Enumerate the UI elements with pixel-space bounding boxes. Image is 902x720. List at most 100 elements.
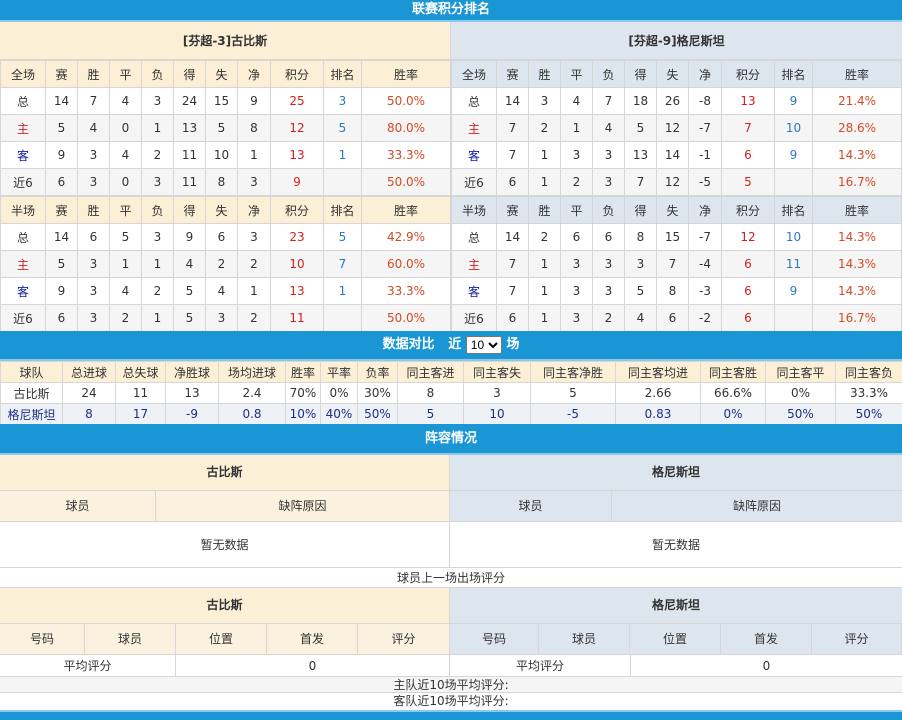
standings-cell: 11 <box>173 141 206 169</box>
standings-cell: -7 <box>688 223 722 251</box>
standings-cell: 1 <box>141 250 174 278</box>
standings-cell: 8 <box>205 168 238 196</box>
standings-cell: 3 <box>560 250 593 278</box>
compare-header-cell: 球队 <box>0 361 63 383</box>
standings-cell: 7 <box>496 141 529 169</box>
compare-cell: 50% <box>835 403 902 425</box>
compare-row: 古比斯 24 11 13 2.4 70% 0% 30% 8 3 5 2.66 66.6% 0% 33.3% <box>0 382 902 404</box>
standings-cell: 12 <box>270 114 324 142</box>
standings-cell: 3 <box>77 141 110 169</box>
standings-cell: 50.0% <box>361 87 451 115</box>
compare-header-cell: 同主客胜 <box>700 361 766 383</box>
column-header: 得 <box>173 60 206 88</box>
compare-cell: 70% <box>285 382 321 404</box>
column-header: 积分 <box>270 60 324 88</box>
standings-cell <box>323 304 362 332</box>
compare-header-cell: 同主客净胜 <box>530 361 616 383</box>
standings-row: 客 9 3 4 2 11 10 1 13 1 33.3% <box>0 141 451 169</box>
standings-cell: 1 <box>528 168 561 196</box>
standings-cell: 3 <box>141 87 174 115</box>
standings-cell: 13 <box>721 87 775 115</box>
standings-cell <box>774 304 813 332</box>
away-rating-col-header: 评分 <box>812 624 902 654</box>
match-count-select[interactable]: 10 <box>465 335 502 354</box>
standings-cell: 6 <box>721 277 775 305</box>
standings-cell: 3 <box>592 277 625 305</box>
column-header: 负 <box>592 196 625 224</box>
compare-cell: 11 <box>115 382 166 404</box>
compare-cell: 2.66 <box>615 382 701 404</box>
standings-cell: 3 <box>237 168 271 196</box>
standings-cell: 3 <box>77 168 110 196</box>
standings-cell: 13 <box>270 277 324 305</box>
away-rating-col-header: 首发 <box>721 624 812 654</box>
compare-header-cell: 场均进球 <box>218 361 286 383</box>
standings-cell: 3 <box>592 168 625 196</box>
standings-cell: 近6 <box>0 304 46 332</box>
column-header: 净 <box>688 196 722 224</box>
compare-cell: 0.83 <box>615 403 701 425</box>
standings-cell: 14.3% <box>812 223 902 251</box>
standings-cell: 80.0% <box>361 114 451 142</box>
standings-cell: 6 <box>205 223 238 251</box>
standings-cell: 6 <box>592 223 625 251</box>
standings-cell: 23 <box>270 223 324 251</box>
home-avg-label: 平均评分 <box>0 655 176 676</box>
lineup-away-empty: 暂无数据 <box>651 538 700 552</box>
standings-row: 总 14 3 4 7 18 26 -8 13 9 21.4% <box>451 87 902 115</box>
column-header: 赛 <box>45 60 78 88</box>
away-avg-value: 0 <box>762 659 771 673</box>
column-header: 得 <box>173 196 206 224</box>
standings-cell: 3 <box>237 223 271 251</box>
standings-cell: 2 <box>141 141 174 169</box>
standings-cell: -1 <box>688 141 722 169</box>
standings-cell: -7 <box>688 114 722 142</box>
standings-cell: 1 <box>323 277 362 305</box>
standings-cell: 28.6% <box>812 114 902 142</box>
standings-cell: 10 <box>774 114 813 142</box>
home-recent-rating: 主队近10场平均评分: <box>0 677 902 693</box>
standings-cell: 14.3% <box>812 250 902 278</box>
standings-cell: 1 <box>528 304 561 332</box>
standings-cell: 6 <box>496 304 529 332</box>
compare-header-cell: 负率 <box>357 361 398 383</box>
standings-cell: 12 <box>721 223 775 251</box>
column-header: 平 <box>109 60 142 88</box>
ratings-away-team: 格尼斯坦 <box>450 588 902 623</box>
compare-header-cell: 净胜球 <box>165 361 219 383</box>
standings-cell: 2 <box>528 114 561 142</box>
standings-cell: 9 <box>237 87 271 115</box>
home-full-table: 全场赛胜平负得失净积分 排名 胜率总 14 7 4 3 24 15 9 25 3 50.0% 主 5 4 0 1 1… <box>0 60 451 196</box>
column-header: 排名 <box>323 196 362 224</box>
standings-cell: 6 <box>721 141 775 169</box>
compare-cell: 3 <box>463 382 531 404</box>
standings-row: 主 7 1 3 3 3 7 -4 6 11 14.3% <box>451 250 902 278</box>
compare-cell: 24 <box>62 382 116 404</box>
standings-cell: 9 <box>45 277 78 305</box>
standings-cell: 7 <box>721 114 775 142</box>
standings-cell: 14 <box>656 141 689 169</box>
standings-cell: 2 <box>528 223 561 251</box>
compare-cell: 50% <box>765 403 836 425</box>
standings-cell: 7 <box>323 250 362 278</box>
standings-cell: 5 <box>624 277 657 305</box>
column-header: 胜率 <box>812 196 902 224</box>
standings-cell: 16.7% <box>812 168 902 196</box>
standings-cell: 5 <box>323 223 362 251</box>
standings-cell: 5 <box>205 114 238 142</box>
home-team-title: [芬超-3]古比斯 <box>0 22 450 60</box>
standings-row: 客 9 3 4 2 5 4 1 13 1 33.3% <box>0 277 451 305</box>
standings-cell: 7 <box>496 250 529 278</box>
standings-row: 主 7 2 1 4 5 12 -7 7 10 28.6% <box>451 114 902 142</box>
standings-cell: 50.0% <box>361 304 451 332</box>
standings-cell: 7 <box>624 168 657 196</box>
standings-cell: 4 <box>173 250 206 278</box>
column-header: 积分 <box>721 60 775 88</box>
standings-cell: 33.3% <box>361 141 451 169</box>
standings-cell: 1 <box>109 250 142 278</box>
standings-cell: 3 <box>624 250 657 278</box>
compare-cell: 40% <box>320 403 358 425</box>
standings-cell: -5 <box>688 168 722 196</box>
home-standings: [芬超-3]古比斯 全场赛胜平负得失净积分 排名 胜率总 14 7 4 3 24 15 9 25 3 5… <box>0 22 451 332</box>
standings-cell <box>323 168 362 196</box>
